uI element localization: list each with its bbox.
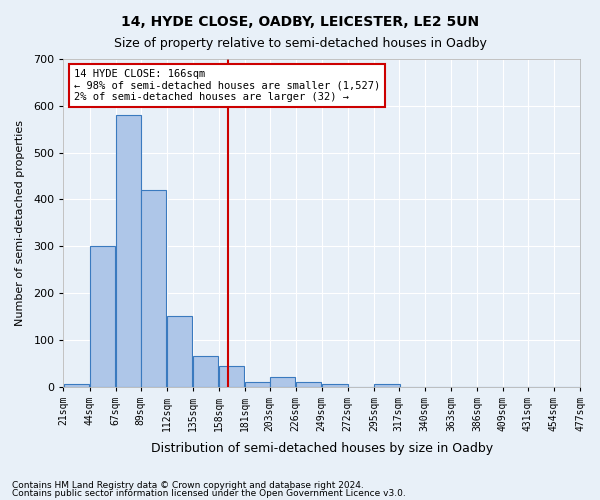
Bar — [245, 382, 271, 386]
Bar — [193, 356, 218, 386]
Bar — [322, 384, 347, 386]
Bar — [116, 115, 142, 386]
Bar — [270, 378, 295, 386]
Text: Contains HM Land Registry data © Crown copyright and database right 2024.: Contains HM Land Registry data © Crown c… — [12, 481, 364, 490]
X-axis label: Distribution of semi-detached houses by size in Oadby: Distribution of semi-detached houses by … — [151, 442, 493, 455]
Bar — [219, 366, 244, 386]
Y-axis label: Number of semi-detached properties: Number of semi-detached properties — [15, 120, 25, 326]
Text: 14, HYDE CLOSE, OADBY, LEICESTER, LE2 5UN: 14, HYDE CLOSE, OADBY, LEICESTER, LE2 5U… — [121, 15, 479, 29]
Bar — [374, 384, 400, 386]
Text: 14 HYDE CLOSE: 166sqm
← 98% of semi-detached houses are smaller (1,527)
2% of se: 14 HYDE CLOSE: 166sqm ← 98% of semi-deta… — [74, 69, 380, 102]
Text: Contains public sector information licensed under the Open Government Licence v3: Contains public sector information licen… — [12, 488, 406, 498]
Bar — [296, 382, 322, 386]
Bar — [90, 246, 115, 386]
Bar — [141, 190, 166, 386]
Bar — [64, 384, 89, 386]
Text: Size of property relative to semi-detached houses in Oadby: Size of property relative to semi-detach… — [113, 38, 487, 51]
Bar — [167, 316, 193, 386]
